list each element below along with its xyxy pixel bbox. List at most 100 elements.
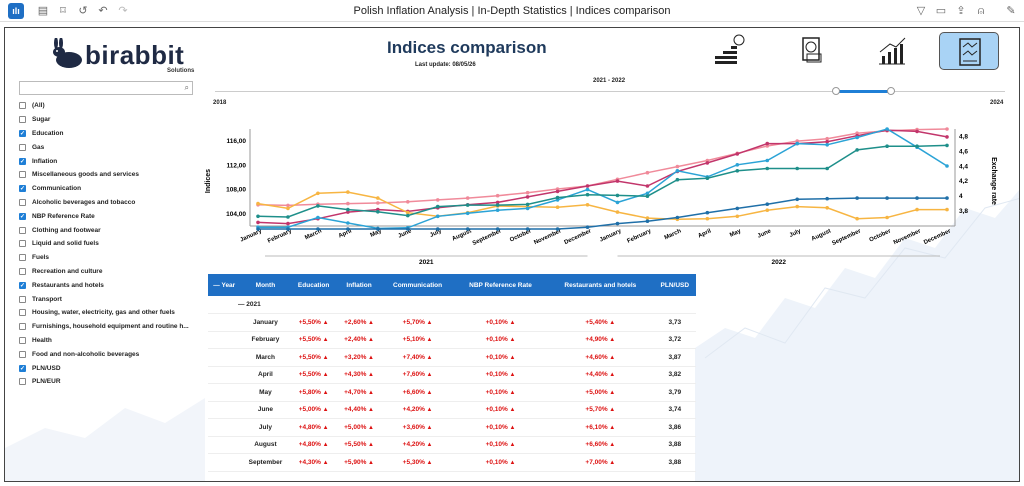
filter-checkbox[interactable] — [19, 226, 26, 234]
column-header[interactable]: — Year — [208, 274, 241, 296]
year-group-row[interactable]: — 2021 — [208, 296, 696, 314]
filter-checkbox[interactable] — [19, 336, 26, 344]
filter-checkbox[interactable] — [19, 295, 26, 303]
filter-checkbox[interactable]: ✓ — [19, 185, 26, 193]
app-logo-icon[interactable]: ılı — [8, 3, 24, 19]
user-icon[interactable]: ⍝ — [977, 5, 985, 17]
column-header[interactable]: Month — [240, 274, 291, 296]
data-point — [675, 169, 680, 173]
filter-item[interactable]: Food and non-alcoholic beverages — [19, 347, 199, 361]
filter-search-input[interactable]: ⌕ — [19, 81, 193, 95]
x-tick-label: March — [664, 228, 683, 241]
year-range-slider[interactable] — [215, 91, 1005, 92]
filter-checkbox[interactable] — [19, 267, 26, 275]
value-cell: +5,30% ▲ — [381, 453, 454, 472]
filter-item[interactable]: ✓ Communication — [19, 182, 199, 196]
data-point — [825, 143, 829, 147]
filter-checkbox[interactable] — [19, 350, 26, 358]
filter-item[interactable]: Health — [19, 334, 199, 348]
filter-item[interactable]: Fuels — [19, 251, 199, 265]
slider-start-handle[interactable] — [832, 87, 840, 95]
filter-item[interactable]: Clothing and footwear — [19, 223, 199, 237]
data-point — [705, 161, 710, 165]
column-header[interactable]: PLN/USD — [653, 274, 696, 296]
filter-checkbox[interactable] — [19, 102, 26, 110]
filter-checkbox[interactable] — [19, 171, 26, 179]
filter-checkbox[interactable] — [19, 254, 26, 262]
filter-item[interactable]: Housing, water, electricity, gas and oth… — [19, 306, 199, 320]
data-point — [645, 194, 650, 198]
column-header[interactable]: Restaurants and hotels — [547, 274, 654, 296]
redo-icon[interactable]: ↷ — [118, 5, 128, 17]
filter-checkbox[interactable] — [19, 323, 26, 331]
percent-value: +4,30% — [344, 371, 367, 379]
percent-value: +4,40% — [344, 406, 367, 414]
filter-checkbox[interactable]: ✓ — [19, 281, 26, 289]
filter-item[interactable]: ✓ Education — [19, 127, 199, 141]
indices-comparison-icon — [959, 38, 981, 66]
filter-checkbox[interactable]: ✓ — [19, 157, 26, 165]
filter-item[interactable]: Transport — [19, 292, 199, 306]
up-arrow-icon: ▲ — [607, 337, 616, 344]
data-point — [795, 141, 800, 146]
data-point — [435, 214, 440, 219]
filter-checkbox[interactable]: ✓ — [19, 212, 26, 220]
data-point — [945, 135, 949, 139]
value-cell: 3,72 — [653, 331, 696, 349]
filter-checkbox[interactable] — [19, 198, 26, 206]
filter-checkbox[interactable] — [19, 143, 26, 151]
table-row: February +5,50% ▲ +2,40% ▲ +5,10% ▲ +0,10% ▲… — [208, 331, 696, 349]
value-cell: +4,90% ▲ — [547, 331, 654, 349]
data-point — [495, 227, 500, 231]
nav-indices-button[interactable] — [939, 32, 999, 70]
column-header[interactable]: Education — [290, 274, 337, 296]
history-icon[interactable]: ↺ — [78, 5, 88, 17]
slider-end-handle[interactable] — [887, 87, 895, 95]
edit-icon[interactable]: ✎ — [1006, 5, 1016, 17]
filter-item[interactable]: Liquid and solid fuels — [19, 237, 199, 251]
column-header[interactable]: Communication — [381, 274, 454, 296]
data-point — [435, 227, 440, 231]
value-cell: +5,50% ▲ — [290, 313, 337, 332]
undo-icon[interactable]: ↶ — [98, 5, 108, 17]
x-tick-label: April — [338, 228, 353, 239]
filter-item[interactable]: Miscellaneous goods and services — [19, 168, 199, 182]
comment-icon[interactable]: ▭ — [935, 5, 947, 17]
filter-icon[interactable]: ▽ — [916, 5, 926, 17]
filter-checkbox[interactable] — [19, 240, 26, 248]
document-icon[interactable]: ▤ — [37, 5, 49, 17]
x-tick-label: August — [451, 228, 472, 242]
data-point — [615, 179, 620, 183]
filter-item[interactable]: ✓ PLN/USD — [19, 361, 199, 375]
filter-checkbox[interactable] — [19, 116, 26, 124]
filter-checkbox[interactable]: ✓ — [19, 129, 26, 137]
bookmark-icon[interactable]: ⌑ — [60, 5, 66, 17]
filter-item[interactable]: Recreation and culture — [19, 265, 199, 279]
value-cell: +0,10% ▲ — [454, 366, 548, 384]
column-header[interactable]: Inflation — [336, 274, 382, 296]
filter-item[interactable]: (All) — [19, 99, 199, 113]
filter-item[interactable]: Sugar — [19, 113, 199, 127]
filter-checkbox[interactable]: ✓ — [19, 364, 26, 372]
filter-item[interactable]: Gas — [19, 140, 199, 154]
percent-value: +4,70% — [344, 388, 367, 396]
year-group-label: 2022 — [772, 259, 787, 266]
filter-item[interactable]: ✓ Inflation — [19, 154, 199, 168]
filter-checkbox[interactable] — [19, 378, 26, 386]
filter-item[interactable]: Furnishings, household equipment and rou… — [19, 320, 199, 334]
nav-report-button[interactable] — [785, 32, 845, 70]
share-icon[interactable]: ⇪ — [956, 5, 966, 17]
filter-label: Furnishings, household equipment and rou… — [32, 323, 189, 331]
filter-checkbox[interactable] — [19, 309, 26, 317]
filter-item[interactable]: ✓ NBP Reference Rate — [19, 209, 199, 223]
spacer-cell — [208, 418, 241, 437]
brand-name: birabbit — [85, 40, 185, 70]
data-point — [915, 196, 919, 200]
filter-item[interactable]: Alcoholic beverages and tobacco — [19, 196, 199, 210]
y2-tick-label: 4,8 — [959, 133, 968, 140]
filter-item[interactable]: ✓ Restaurants and hotels — [19, 278, 199, 292]
filter-item[interactable]: PLN/EUR — [19, 375, 199, 389]
column-header[interactable]: NBP Reference Rate — [454, 274, 548, 296]
nav-growth-button[interactable] — [865, 32, 925, 70]
nav-coins-button[interactable] — [705, 32, 765, 70]
